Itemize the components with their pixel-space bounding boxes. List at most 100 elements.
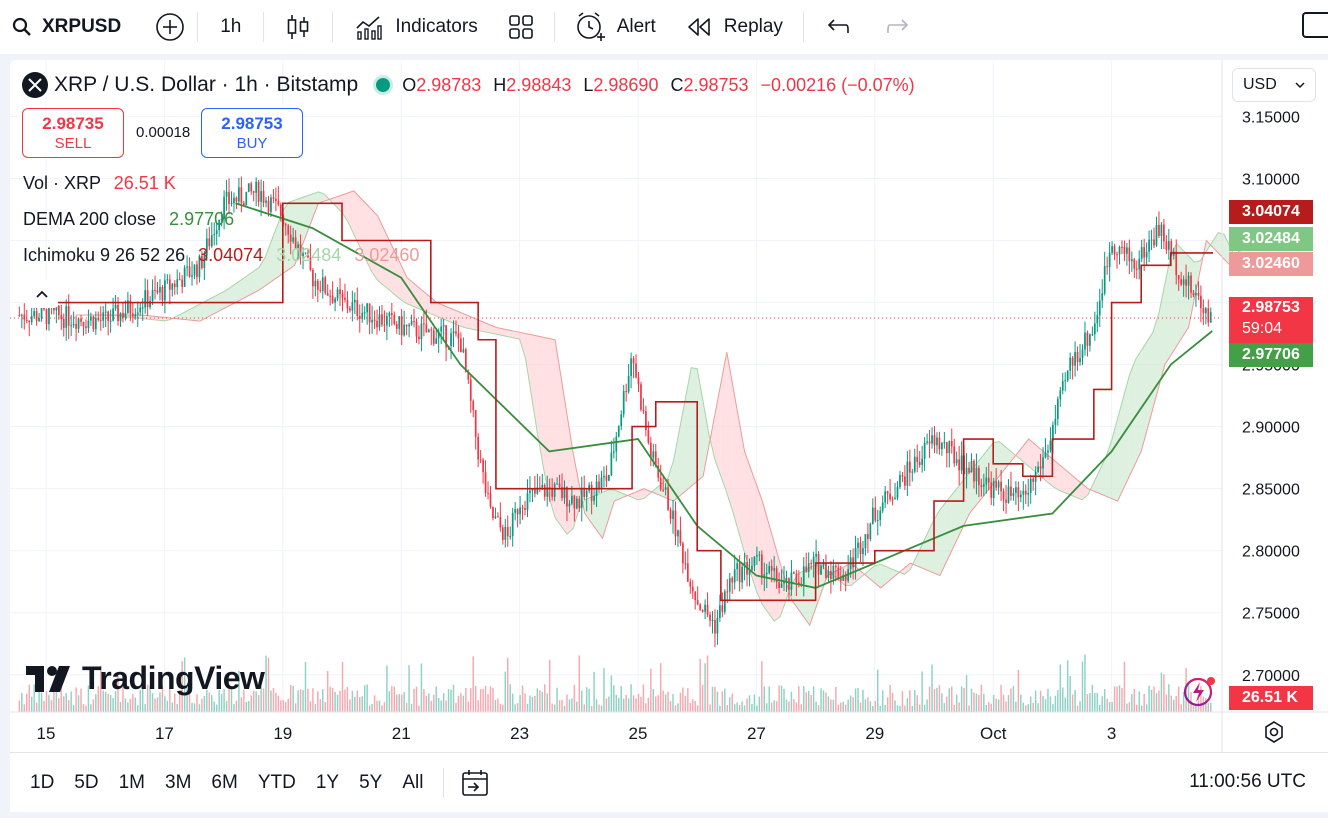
cloud-segment-bearish [720,352,727,493]
volume-bar [553,704,556,712]
toolbar-divider [197,12,199,42]
volume-bar [191,702,193,712]
volume-bar [662,690,664,712]
volume-bar [1195,704,1197,712]
current-price: 2.98753 [1242,299,1300,316]
cloud-segment-bearish [1016,446,1023,462]
volume-bar [262,688,265,712]
candle-body [104,311,107,313]
candle-body [186,266,188,268]
layouts-button[interactable] [494,0,554,54]
candle-body [312,269,314,287]
volume-bar [1123,661,1126,712]
symbol-search-button[interactable]: XRPUSD [0,0,133,54]
volume-bar [529,695,531,712]
alert-label: Alert [616,16,656,37]
symbol-title[interactable]: XRP / U.S. Dollar · 1h · Bitstamp [54,73,359,96]
volume-bar [445,700,447,712]
candle-body [864,534,867,549]
candle-body [696,600,699,605]
volume-bar [356,690,359,712]
volume-bar [1029,696,1032,712]
ohlc-open: O2.98783 [402,74,482,95]
candle-body [889,493,891,500]
panel-toggle-button[interactable] [1302,12,1328,38]
candle-body [349,308,351,311]
dema-indicator-legend[interactable]: DEMA 200 close 2.97706 [23,209,235,229]
range-1y-button[interactable]: 1Y [315,771,340,793]
tradingview-logo[interactable]: TradingView [26,660,265,697]
candle-body [536,487,539,494]
ichimoku-indicator-legend[interactable]: Ichimoku 9 26 52 26 3.04074 3.02484 3.02… [23,245,420,265]
candle-body [82,321,85,327]
buy-price: 2.98753 [221,114,283,133]
chart-panel[interactable]: 3.150003.100003.050003.000002.950002.900… [10,60,1328,752]
volume-bar [761,661,763,712]
range-3m-button[interactable]: 3M [165,771,192,793]
volume-bar [257,694,260,712]
candle-body [820,566,822,575]
volume-bar [423,689,425,712]
indicators-button[interactable]: Indicators [333,0,493,54]
candle-body [181,279,184,287]
redo-button[interactable] [868,0,928,54]
cloud-segment-bearish [756,484,763,605]
volume-bar [1044,699,1047,712]
range-1d-button[interactable]: 1D [30,771,55,793]
volume-bar [492,687,494,712]
range-6m-button[interactable]: 6M [211,771,238,793]
range-1m-button[interactable]: 1M [118,771,145,793]
volume-bar [183,657,186,712]
undo-button[interactable] [804,0,868,54]
alert-button[interactable]: Alert [555,0,670,54]
candle-body [208,238,211,247]
candle-body [521,507,524,509]
currency-select[interactable]: USD [1232,68,1316,102]
bottom-divider [443,767,445,798]
replay-button[interactable]: Replay [670,0,803,54]
volume-bar [77,695,80,712]
volume-bar [1145,704,1148,712]
volume-bar [995,698,997,712]
range-5y-button[interactable]: 5Y [359,771,383,793]
volume-bar [430,700,433,712]
volume-bar [539,690,541,712]
range-5d-button[interactable]: 5D [74,771,99,793]
time-tick-label: 19 [273,724,292,743]
volume-bar [225,700,228,712]
candle-body [879,510,882,520]
candle-body [1106,266,1109,268]
range-all-button[interactable]: All [402,771,424,793]
volume-bar [906,698,909,712]
ai-assistant-icon[interactable] [1180,674,1220,708]
volume-indicator-legend[interactable]: Vol · XRP 26.51 K [23,173,176,193]
chart-canvas[interactable]: 3.150003.100003.050003.000002.950002.900… [10,60,1328,752]
interval-button[interactable]: 1h [198,0,263,54]
candle-body [247,183,250,192]
utc-clock[interactable]: 11:00:56 UTC [1189,771,1306,792]
candle-body [561,487,563,499]
settings-gear-icon[interactable] [1262,720,1286,744]
chart-type-button[interactable] [264,0,332,54]
sell-button[interactable]: 2.98735 SELL [22,108,124,158]
volume-bar [122,686,124,712]
candle-body [926,441,928,443]
candle-body [1121,246,1123,248]
volume-bar [1173,699,1175,712]
volume-bar [800,704,803,712]
range-ytd-button[interactable]: YTD [257,771,296,793]
compare-symbol-button[interactable] [143,0,197,54]
volume-bar [381,705,383,712]
go-to-date-button[interactable] [454,769,496,797]
collapse-legend-button[interactable] [26,280,58,308]
volume-bar [778,685,780,712]
volume-bar [716,691,719,712]
buy-button[interactable]: 2.98753 BUY [201,108,303,158]
cloud-segment-bullish [247,271,254,297]
volume-bar [835,686,837,712]
candle-body [1000,481,1002,492]
volume-bar [773,700,775,712]
candle-body [1187,275,1190,286]
volume-bar [815,701,817,712]
volume-bar [1081,661,1084,712]
